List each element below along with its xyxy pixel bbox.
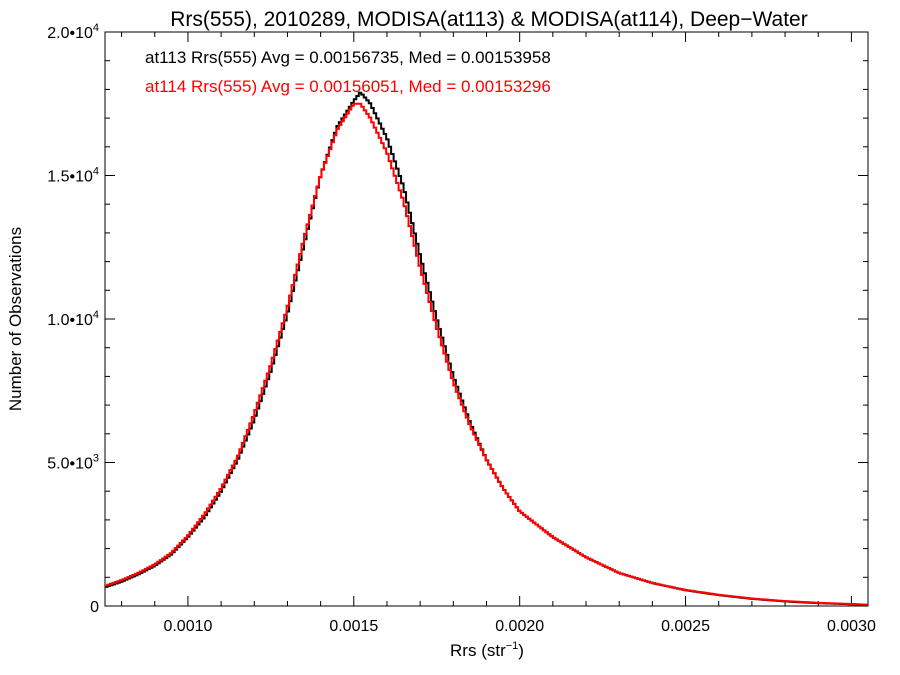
y-tick-label: 5.0•103 [47,453,99,473]
x-tick-label: 0.0025 [661,618,710,635]
plot-frame [104,31,869,607]
chart-title: Rrs(555), 2010289, MODISA(at113) & MODIS… [170,8,807,31]
y-tick-label: 0 [90,599,99,616]
y-tick-label: 1.0•104 [47,309,99,329]
annotation-at114: at114 Rrs(555) Avg = 0.00156051, Med = 0… [145,77,551,96]
series-at113-line [105,91,868,606]
x-tick-label: 0.0030 [827,618,876,635]
y-tick-label: 1.5•104 [47,166,99,186]
x-axis-label-superscript: −1 [506,640,519,652]
x-axis-label-tail: ) [518,641,524,660]
series-at114-line [105,102,868,606]
x-axis-label-base: Rrs (str [450,641,506,660]
axis-ticks: 0.0010 0.0015 0.0020 0.0025 0.0030 0 5.0•103 1.… [47,22,876,635]
x-axis-label: Rrs (str−1) [450,640,524,660]
series-layer [105,91,868,606]
x-tick-label: 0.0015 [329,618,378,635]
y-tick-label: 2.0•104 [47,22,99,42]
x-tick-label: 0.0020 [495,618,544,635]
x-tick-label: 0.0010 [163,618,212,635]
annotation-at113: at113 Rrs(555) Avg = 0.00156735, Med = 0… [145,48,551,67]
y-axis-label: Number of Observations [6,227,25,411]
